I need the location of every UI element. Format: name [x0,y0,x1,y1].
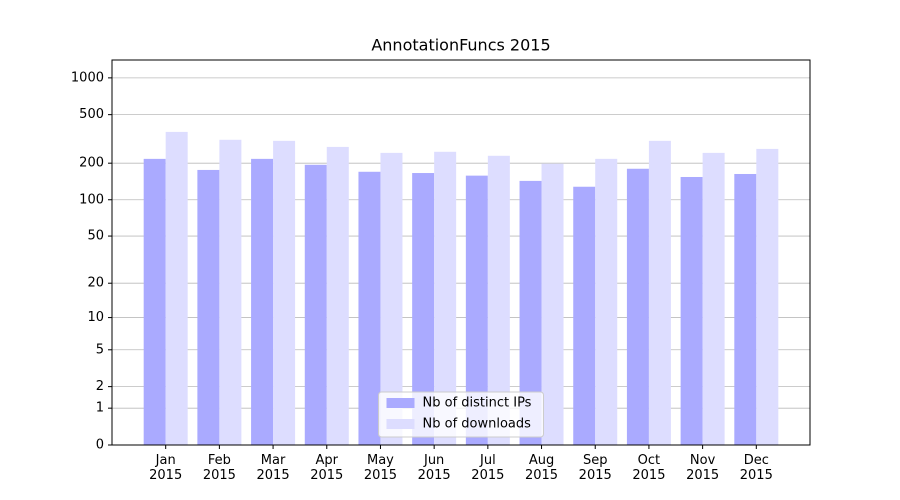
x-tick-label: Jul 2015 [471,453,505,483]
x-tick-label: Mar 2015 [256,453,290,483]
x-tick-label: May 2015 [363,453,397,483]
y-tick-label: 50 [87,229,104,244]
y-tick-label: 200 [79,156,104,171]
bar [434,151,457,445]
bar [251,158,274,445]
chart-title: AnnotationFuncs 2015 [371,36,550,55]
bar [573,186,596,445]
bar [702,152,725,445]
x-tick-label: Dec 2015 [739,453,773,483]
legend-swatch [386,398,415,408]
bar [358,171,381,446]
x-tick-label: Nov 2015 [686,453,720,483]
y-tick-label: 1000 [71,70,104,85]
bar [197,169,220,445]
y-tick-label: 10 [87,310,104,325]
x-tick-label: Apr 2015 [310,453,344,483]
bar [541,163,564,445]
legend-label: Nb of downloads [423,417,532,432]
plot-frame [111,59,811,446]
bar [304,164,327,445]
bar [648,140,671,445]
y-tick-label: 100 [79,192,104,207]
legend: Nb of distinct IPs Nb of downloads [378,391,544,438]
x-tick-label: Jun 2015 [417,453,451,483]
bar [595,158,618,445]
x-tick-label: Sep 2015 [578,453,612,483]
legend-swatch [386,419,415,429]
bar [326,146,349,445]
bar [273,140,296,445]
legend-frame [378,391,544,438]
bar [680,176,703,445]
bar [487,155,510,446]
y-tick-label: 2 [96,379,104,394]
y-tick-label: 500 [79,107,104,122]
y-tick-label: 5 [96,342,104,357]
bar [756,148,779,445]
bar [165,131,188,446]
y-tick-label: 0 [96,438,104,453]
bar [734,173,757,445]
x-tick-label: Aug 2015 [524,453,559,483]
x-tick-label: Jan 2015 [149,453,183,483]
x-tick-label: Feb 2015 [202,453,236,483]
legend-label: Nb of distinct IPs [423,396,532,411]
y-tick-label: 20 [87,276,104,291]
y-tick-label: 1 [96,401,104,416]
bar [519,180,542,446]
bar [412,173,435,446]
x-tick-label: Oct 2015 [632,453,666,483]
bar [626,168,649,445]
bar [380,152,403,445]
bar [143,158,166,445]
bar [219,139,242,446]
bar [465,175,488,445]
